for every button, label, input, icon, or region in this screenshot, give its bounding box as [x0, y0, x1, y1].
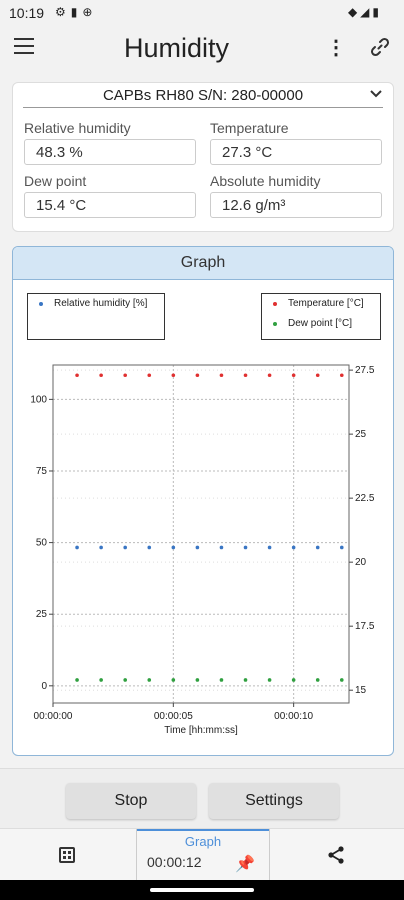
tab-active-indicator	[137, 829, 269, 831]
data-point	[243, 678, 248, 682]
data-point	[99, 678, 103, 682]
data-point	[243, 545, 248, 550]
data-point	[339, 545, 344, 550]
data-point	[75, 678, 79, 682]
rh-value-field: 48.3 %	[24, 139, 196, 165]
data-point	[171, 678, 176, 682]
y-right-tick-label: 20	[355, 557, 367, 568]
data-point	[195, 373, 200, 378]
share-icon[interactable]	[326, 845, 346, 865]
data-point	[123, 678, 127, 682]
legend-left: Relative humidity [%]	[27, 293, 165, 340]
data-point	[315, 373, 320, 378]
menu-icon[interactable]	[14, 38, 34, 54]
data-point	[171, 545, 176, 550]
data-point	[267, 545, 272, 550]
grid-view-icon[interactable]	[59, 847, 75, 863]
status-bar: 10:19 ⚙▮⊕ ◆◢▮	[0, 0, 404, 26]
data-point	[219, 373, 224, 378]
y-right-tick-label: 27.5	[355, 365, 375, 376]
status-time: 10:19	[9, 5, 45, 21]
page-title: Humidity	[124, 33, 230, 63]
data-point	[267, 678, 272, 682]
data-point	[147, 545, 152, 550]
legend-label-rh: Relative humidity [%]	[54, 298, 148, 309]
y-right-tick-label: 25	[355, 429, 367, 440]
data-point	[99, 373, 103, 378]
link-icon[interactable]	[370, 37, 390, 57]
data-point	[291, 545, 296, 550]
tab-graph-label: Graph	[184, 834, 222, 849]
temp-label: Temperature	[210, 120, 289, 136]
y-right-tick-label: 15	[355, 685, 367, 696]
system-nav-bar	[0, 880, 404, 900]
status-system-icons: ◆◢▮	[347, 5, 382, 19]
chevron-down-icon[interactable]	[369, 89, 383, 99]
data-point	[99, 545, 103, 550]
humidity-chart: 100 75 50 25 0 27.5 25 22.5 20 17.5 15 00:00:00 00:0…	[30, 364, 375, 736]
data-point	[315, 545, 320, 550]
data-point	[75, 373, 79, 378]
y-left-tick-label: 50	[36, 538, 48, 549]
data-point	[339, 678, 344, 682]
device-underline	[23, 107, 383, 108]
legend-dot	[273, 302, 277, 306]
y-left-tick-label: 25	[36, 609, 48, 620]
home-handle[interactable]	[150, 888, 254, 892]
data-point	[219, 678, 224, 682]
dew-value-field: 15.4 °C	[24, 192, 196, 218]
abs-value-field: 12.6 g/m³	[210, 192, 382, 218]
legend-label-temp: Temperature [°C]	[288, 298, 364, 309]
plot-frame	[52, 364, 350, 704]
data-point	[315, 678, 320, 682]
stop-button[interactable]: Stop	[66, 783, 196, 819]
device-selector[interactable]: CAPBs RH80 S/N: 280-00000	[13, 87, 393, 104]
data-point	[243, 373, 248, 378]
data-point	[291, 678, 296, 682]
elapsed-timer: 00:00:12	[147, 854, 202, 870]
y-left-tick-label: 100	[30, 394, 47, 405]
status-notification-icons: ⚙▮⊕	[55, 5, 98, 19]
temp-value-field: 27.3 °C	[210, 139, 382, 165]
data-point	[147, 373, 152, 378]
data-point	[123, 373, 127, 378]
legend-dot	[39, 302, 43, 306]
data-point	[75, 545, 79, 550]
more-options-icon[interactable]: ⋮	[326, 37, 346, 59]
data-point	[123, 545, 127, 550]
data-point	[291, 373, 296, 378]
dew-label: Dew point	[24, 173, 87, 189]
x-axis-label: Time [hh:mm:ss]	[164, 725, 238, 736]
abs-label: Absolute humidity	[210, 173, 321, 189]
y-left-tick-label: 0	[41, 681, 47, 692]
graph-panel: Graph Relative humidity [%] Temperature …	[12, 246, 394, 756]
readings-card: CAPBs RH80 S/N: 280-00000 Relative humid…	[12, 82, 394, 232]
app-bar: Humidity ⋮	[0, 26, 404, 72]
data-point	[147, 678, 152, 682]
y-left-tick-label: 75	[36, 466, 48, 477]
x-tick-label: 00:00:00	[34, 711, 73, 722]
legend-right: Temperature [°C] Dew point [°C]	[261, 293, 381, 340]
device-name: CAPBs RH80 S/N: 280-00000	[102, 87, 304, 104]
data-point	[267, 373, 272, 378]
control-bar: Stop Settings	[0, 768, 404, 829]
data-point	[219, 545, 224, 550]
data-point	[195, 678, 200, 682]
data-point	[171, 373, 176, 378]
rh-label: Relative humidity	[24, 120, 131, 136]
data-point	[195, 545, 200, 550]
legend-label-dew: Dew point [°C]	[288, 318, 353, 329]
y-right-tick-label: 17.5	[355, 621, 375, 632]
x-tick-label: 00:00:05	[154, 711, 193, 722]
legend-dot	[273, 322, 277, 326]
tab-graph[interactable]: Graph 00:00:12 📌	[136, 829, 270, 881]
bottom-nav: Graph 00:00:12 📌	[0, 828, 404, 881]
pin-icon[interactable]: 📌	[235, 856, 255, 873]
graph-header[interactable]: Graph	[13, 247, 393, 280]
x-tick-label: 00:00:10	[274, 711, 313, 722]
y-right-tick-label: 22.5	[355, 493, 375, 504]
data-point	[339, 373, 344, 378]
settings-button[interactable]: Settings	[209, 783, 339, 819]
